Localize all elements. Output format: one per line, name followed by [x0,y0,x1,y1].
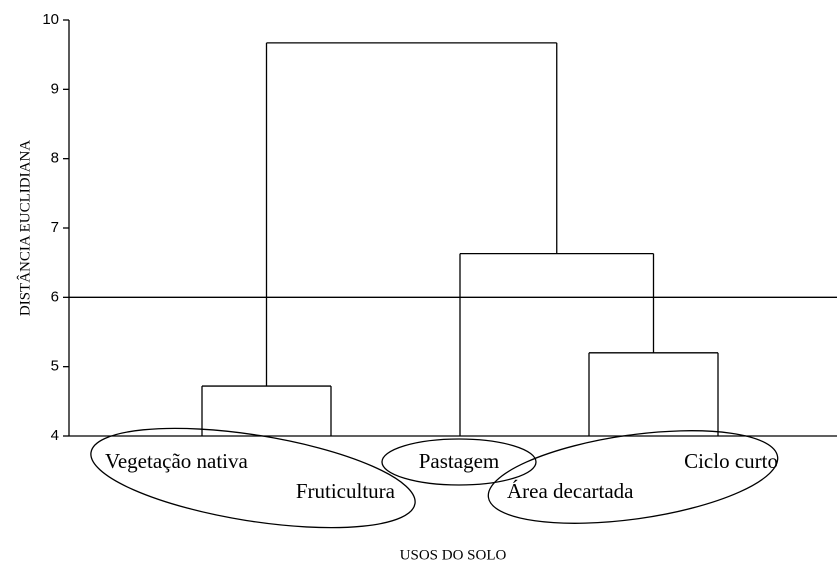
y-tick-label: 7 [51,219,59,236]
y-tick-label: 4 [51,427,59,444]
leaf-label: Vegetação nativa [105,449,249,473]
group-ellipses [90,427,779,529]
y-tick-label: 9 [51,80,59,97]
leaf-label: Pastagem [419,449,499,473]
group-ellipse [381,438,537,486]
y-tick-label: 5 [51,358,59,375]
x-axis-label: USOS DO SOLO [400,547,507,563]
y-tick-label: 8 [51,150,59,167]
leaf-label: Ciclo curto [684,449,778,473]
leaf-label: Fruticultura [296,479,396,503]
leaf-label: Área decartada [507,479,634,503]
y-tick-label: 6 [51,288,59,305]
group-ellipse [487,430,779,524]
y-tick-label: 10 [42,11,59,28]
y-axis-label: DISTÂNCIA EUCLIDIANA [16,140,33,316]
